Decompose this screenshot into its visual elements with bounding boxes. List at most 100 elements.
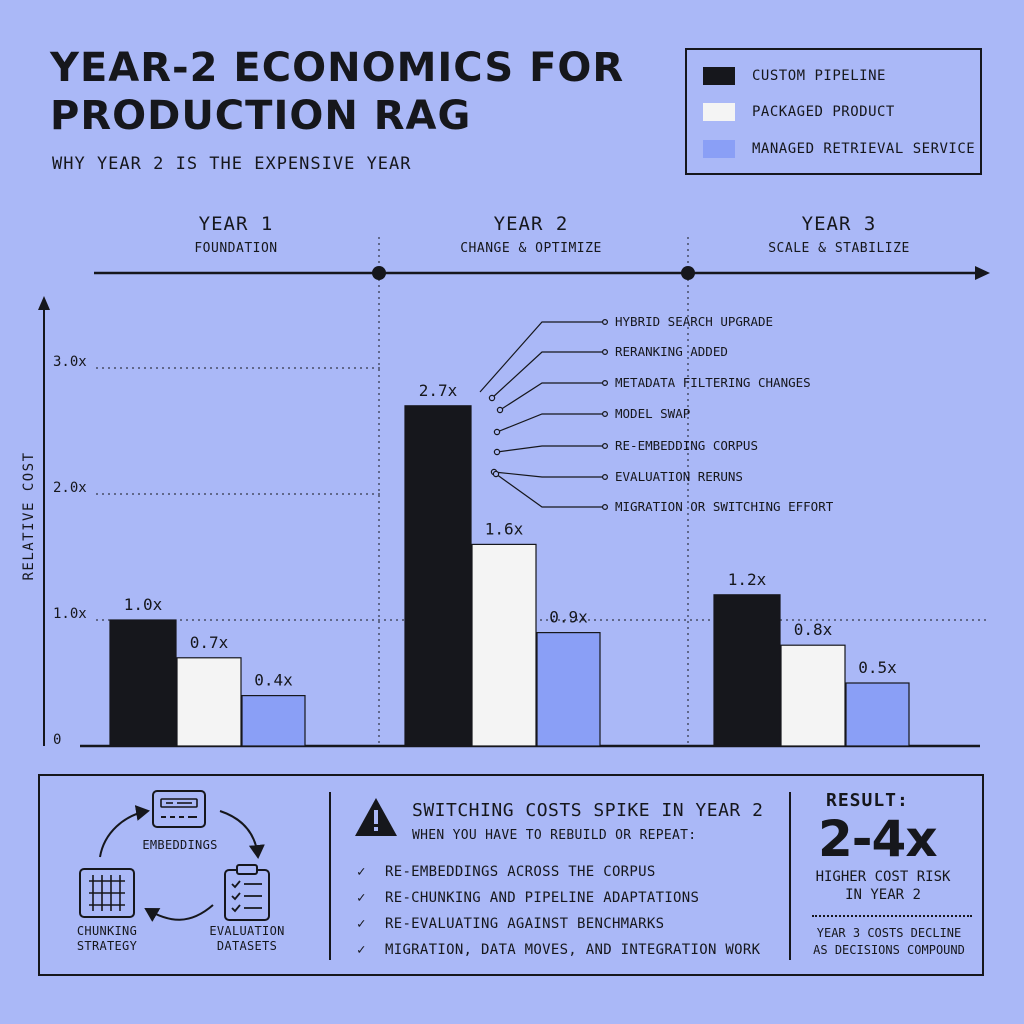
legend-label: CUSTOM PIPELINE <box>752 68 886 84</box>
annotation-leader <box>499 382 605 411</box>
cycle-arrow <box>144 904 214 922</box>
panel-divider <box>329 792 331 960</box>
bar-value-label: 0.7x <box>190 633 229 652</box>
legend-swatch <box>703 103 735 121</box>
annotation-label: MODEL SWAP <box>615 406 690 421</box>
grid-icon <box>79 868 135 918</box>
bar <box>241 694 306 747</box>
timeline-year-1: YEAR 1 FOUNDATION <box>116 213 356 256</box>
bar <box>780 644 846 747</box>
legend-label: PACKAGED PRODUCT <box>752 104 895 120</box>
timeline-year-subtitle: SCALE & STABILIZE <box>768 241 910 256</box>
y-tick-label: 1.0x <box>53 606 87 622</box>
bar-value-label: 0.8x <box>794 620 833 639</box>
timeline-year-2: YEAR 2 CHANGE & OPTIMIZE <box>411 213 651 256</box>
bar <box>109 619 177 747</box>
embeddings-icon <box>152 790 206 828</box>
bars: 1.0x 0.7x 0.4x 2.7x 1.6x 0.9x 1.2x 0.8x 0.5x <box>109 381 910 747</box>
timeline-arrowhead <box>975 266 990 280</box>
cycle-label-embeddings: EMBEDDINGS <box>142 838 218 852</box>
legend-label: MANAGED RETRIEVAL SERVICE <box>752 141 976 157</box>
gridlines: 0 1.0x 2.0x 3.0x <box>53 354 990 748</box>
annotation-end-dot <box>601 443 608 450</box>
bar-value-label: 0.9x <box>549 608 588 627</box>
annotation-leader <box>493 471 605 478</box>
check-icon: ✓ <box>357 890 366 906</box>
annotation-dot <box>493 448 501 456</box>
timeline-year-title: YEAR 1 <box>198 213 274 235</box>
page-subtitle: WHY YEAR 2 IS THE EXPENSIVE YEAR <box>52 154 412 174</box>
legend-item-managed-retrieval: MANAGED RETRIEVAL SERVICE <box>703 139 975 159</box>
annotation-leader <box>496 445 605 453</box>
list-item: ✓ RE-CHUNKING AND PIPELINE ADAPTATIONS <box>357 890 699 906</box>
annotation-label: HYBRID SEARCH UPGRADE <box>615 314 773 329</box>
annotation-dot <box>488 394 496 402</box>
rebuild-cycle-diagram <box>79 790 270 922</box>
annotation-end-dot <box>601 504 608 511</box>
cycle-arrow <box>99 805 150 858</box>
year-2-annotations: HYBRID SEARCH UPGRADE RERANKING ADDED META… <box>479 314 834 514</box>
annotation-dot <box>492 470 500 478</box>
list-item-label: RE-CHUNKING AND PIPELINE ADAPTATIONS <box>385 890 700 906</box>
legend-item-packaged-product: PACKAGED PRODUCT <box>703 102 895 122</box>
annotation-end-dot <box>601 319 608 326</box>
list-item: ✓ RE-EVALUATING AGAINST BENCHMARKS <box>357 916 664 932</box>
bar-value-label: 2.7x <box>419 381 458 400</box>
annotation-leader <box>496 413 605 433</box>
legend-swatch <box>703 67 735 85</box>
timeline-year-subtitle: CHANGE & OPTIMIZE <box>460 241 602 256</box>
check-icon: ✓ <box>357 942 366 958</box>
result-description: HIGHER COST RISK IN YEAR 2 <box>815 869 951 903</box>
annotation-label: RE-EMBEDDING CORPUS <box>615 438 758 453</box>
switching-costs-title: SWITCHING COSTS SPIKE IN YEAR 2 <box>412 800 764 821</box>
annotation-dot <box>496 406 504 414</box>
y-tick-label: 2.0x <box>53 480 87 496</box>
list-item-label: RE-EMBEDDINGS ACROSS THE CORPUS <box>385 864 656 880</box>
legend-item-custom-pipeline: CUSTOM PIPELINE <box>703 66 886 86</box>
annotation-end-dot <box>601 474 608 481</box>
annotation-leader <box>495 473 605 508</box>
clipboard-checklist-icon <box>224 864 270 921</box>
list-item: ✓ RE-EMBEDDINGS ACROSS THE CORPUS <box>357 864 656 880</box>
bottom-panel <box>38 774 984 976</box>
y-axis-arrowhead <box>38 296 50 310</box>
annotation-leader <box>479 321 605 393</box>
bar-value-label: 0.4x <box>254 671 293 690</box>
cycle-arrow <box>219 810 265 859</box>
result-label: RESULT: <box>826 790 909 811</box>
bar-value-label: 1.6x <box>485 519 524 538</box>
legend-swatch <box>703 140 735 158</box>
bar <box>471 543 537 747</box>
result-note: YEAR 3 COSTS DECLINE AS DECISIONS COMPOU… <box>813 926 965 957</box>
y-tick-label: 0 <box>53 732 61 748</box>
list-item-label: MIGRATION, DATA MOVES, AND INTEGRATION W… <box>385 942 761 958</box>
annotation-leader <box>491 351 605 399</box>
page-title: YEAR-2 ECONOMICS FOR PRODUCTION RAG <box>50 45 625 139</box>
bar <box>713 594 781 747</box>
result-divider <box>812 915 972 917</box>
y-axis-label: RELATIVE COST <box>21 451 37 580</box>
bar-chart: RELATIVE COST 0 1.0x 2.0x 3.0x 1.0x 0.7x 0.4x… <box>21 237 990 748</box>
bar-value-label: 0.5x <box>858 658 897 677</box>
list-item-label: RE-EVALUATING AGAINST BENCHMARKS <box>385 916 665 932</box>
bar-value-label: 1.0x <box>124 595 163 614</box>
check-icon: ✓ <box>357 916 366 932</box>
annotation-end-dot <box>601 349 608 356</box>
annotation-end-dot <box>601 411 608 418</box>
bar <box>404 405 472 747</box>
annotation-label: METADATA FILTERING CHANGES <box>615 375 811 390</box>
annotation-label: RERANKING ADDED <box>615 344 728 359</box>
timeline-year-title: YEAR 3 <box>801 213 877 235</box>
timeline-year-title: YEAR 2 <box>493 213 569 235</box>
bar <box>536 631 601 747</box>
timeline-year-subtitle: FOUNDATION <box>194 241 278 256</box>
annotation-dot <box>493 428 501 436</box>
cycle-label-chunking: CHUNKING STRATEGY <box>76 924 138 953</box>
timeline <box>94 237 990 746</box>
bar <box>845 682 910 747</box>
list-item: ✓ MIGRATION, DATA MOVES, AND INTEGRATION… <box>357 942 760 958</box>
check-icon: ✓ <box>357 864 366 880</box>
switching-costs-subtitle: WHEN YOU HAVE TO REBUILD OR REPEAT: <box>412 828 697 843</box>
annotation-label: EVALUATION RERUNS <box>615 469 743 484</box>
timeline-year-3: YEAR 3 SCALE & STABILIZE <box>719 213 959 256</box>
